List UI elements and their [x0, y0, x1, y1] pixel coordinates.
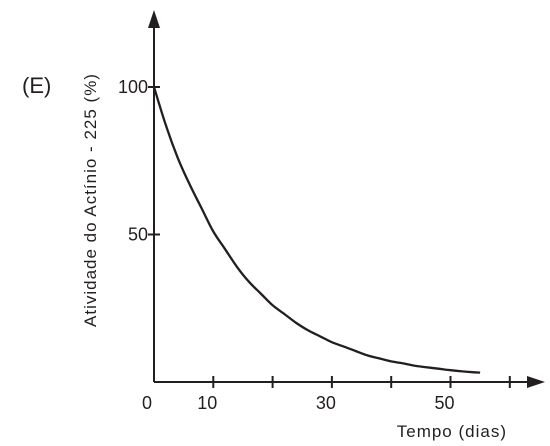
y-tick-label-50: 50 [128, 225, 148, 245]
x-tick-label-30: 30 [316, 393, 336, 413]
x-ticks [212, 376, 511, 388]
decay-curve [152, 86, 481, 374]
x-axis-arrowhead [527, 376, 545, 388]
x-tick-labels: 0 10 30 50 [142, 393, 455, 413]
y-axis-arrowhead [148, 10, 160, 28]
x-tick-label-50: 50 [434, 393, 454, 413]
axes [148, 10, 545, 388]
y-tick-label-100: 100 [118, 77, 148, 97]
panel-label: (E) [22, 73, 51, 98]
x-tick-label-10: 10 [197, 393, 217, 413]
x-axis-title: Tempo (dias) [397, 422, 507, 441]
y-axis-title: Atividade do Actínio - 225 (%) [81, 73, 100, 327]
y-tick-labels: 50 100 [118, 77, 148, 245]
x-tick-label-0: 0 [142, 393, 152, 413]
